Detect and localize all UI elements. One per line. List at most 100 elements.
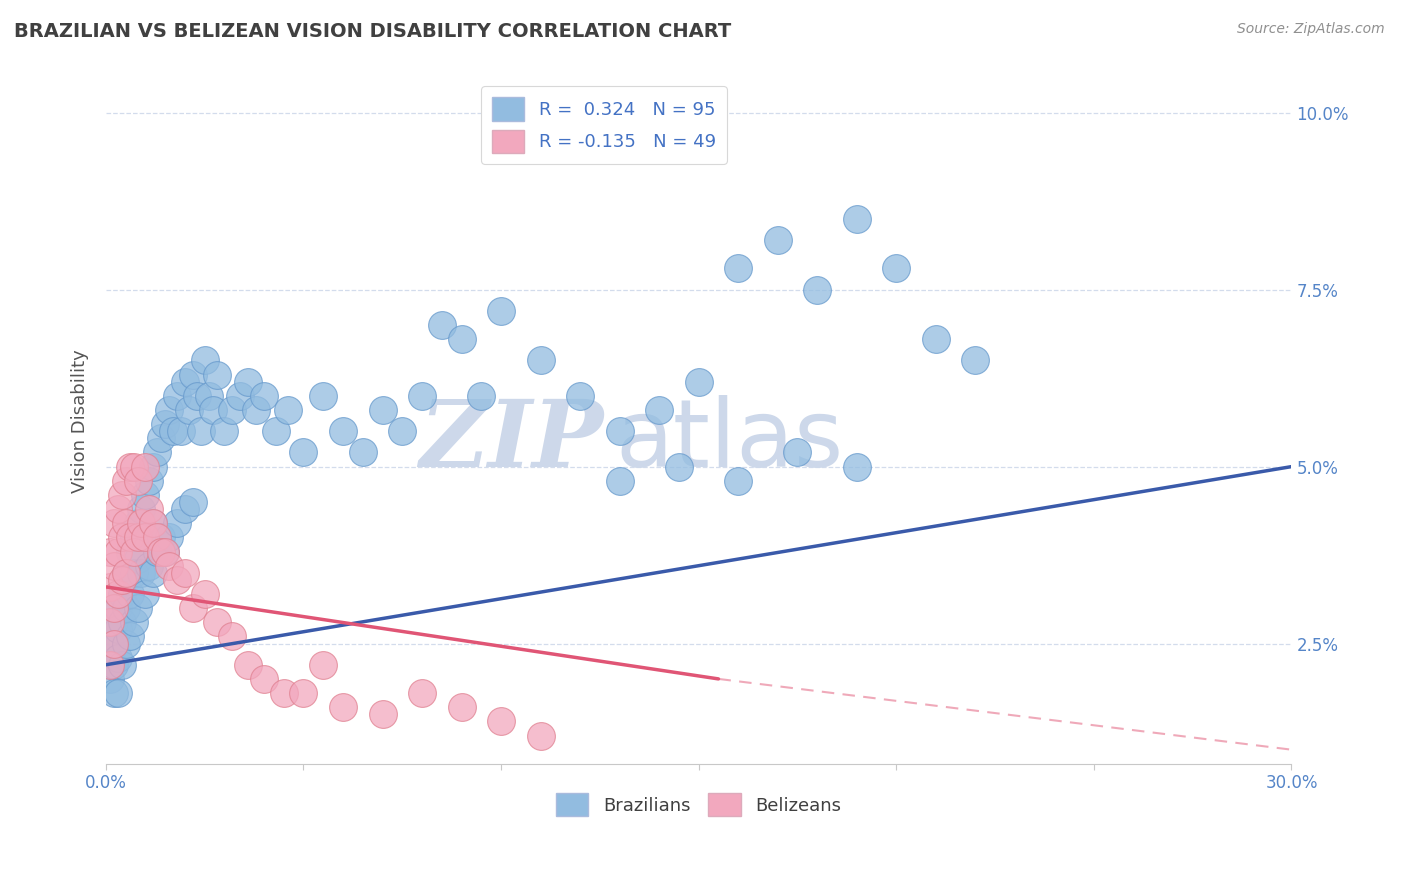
Point [127,474,149,488]
Point [118,530,141,544]
Point [98,657,121,672]
Point [134,587,156,601]
Point [122,530,145,544]
Point [162,424,184,438]
Point [253,672,276,686]
Point [238,657,260,672]
Point [98,672,121,686]
Point [138,474,160,488]
Point [107,587,129,601]
Point [107,502,129,516]
Point [312,389,335,403]
Point [118,459,141,474]
Point [332,700,354,714]
Point [411,686,433,700]
Point [150,431,173,445]
Point [194,353,217,368]
Point [103,601,125,615]
Point [194,587,217,601]
Point [114,636,136,650]
Point [127,551,149,566]
Point [238,375,260,389]
Point [114,566,136,580]
Point [111,657,134,672]
Point [197,389,219,403]
Point [668,459,690,474]
Point [450,700,472,714]
Point [114,474,136,488]
Point [103,615,125,630]
Point [489,304,512,318]
Point [122,566,145,580]
Point [114,601,136,615]
Point [470,389,492,403]
Point [727,261,749,276]
Point [98,615,121,630]
Point [221,403,243,417]
Point [103,686,125,700]
Point [157,530,180,544]
Point [766,233,789,247]
Point [569,389,592,403]
Point [157,403,180,417]
Point [127,530,149,544]
Point [118,587,141,601]
Point [609,474,631,488]
Point [111,587,134,601]
Point [174,375,197,389]
Point [127,601,149,615]
Point [190,424,212,438]
Point [150,544,173,558]
Point [118,544,141,558]
Point [134,530,156,544]
Point [103,516,125,531]
Point [229,389,252,403]
Point [146,544,169,558]
Point [174,502,197,516]
Point [153,544,176,558]
Point [332,424,354,438]
Point [166,516,188,531]
Legend: Brazilians, Belizeans: Brazilians, Belizeans [548,786,849,823]
Y-axis label: Vision Disability: Vision Disability [72,349,89,492]
Point [245,403,267,417]
Point [98,544,121,558]
Point [134,488,156,502]
Point [122,544,145,558]
Point [181,495,204,509]
Point [103,657,125,672]
Text: atlas: atlas [616,395,844,487]
Point [138,502,160,516]
Point [489,714,512,729]
Point [134,530,156,544]
Point [292,445,315,459]
Point [277,403,299,417]
Point [150,530,173,544]
Point [530,729,553,743]
Point [114,566,136,580]
Point [352,445,374,459]
Point [157,558,180,573]
Point [131,502,153,516]
Point [688,375,710,389]
Point [98,636,121,650]
Point [146,445,169,459]
Text: BRAZILIAN VS BELIZEAN VISION DISABILITY CORRELATION CHART: BRAZILIAN VS BELIZEAN VISION DISABILITY … [14,22,731,41]
Point [201,403,224,417]
Point [806,283,828,297]
Point [965,353,987,368]
Point [166,573,188,587]
Point [114,516,136,531]
Point [103,558,125,573]
Point [122,615,145,630]
Point [107,601,129,615]
Point [648,403,671,417]
Point [98,580,121,594]
Point [107,544,129,558]
Point [142,459,165,474]
Point [312,657,335,672]
Point [122,459,145,474]
Point [264,424,287,438]
Point [786,445,808,459]
Point [727,474,749,488]
